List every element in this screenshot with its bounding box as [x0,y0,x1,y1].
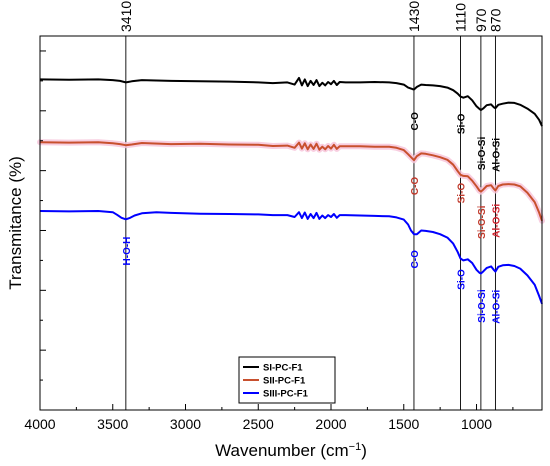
legend-box [238,356,336,404]
peak-position-label: 970 [473,8,489,32]
series-glow [37,139,545,224]
x-tick-label: 4000 [24,416,55,432]
band-annotation: Si-O-Si [477,289,488,323]
series-line-0 [39,76,543,127]
band-annotation: Al-O-Si [491,290,502,324]
band-annotation: C-O [410,177,421,196]
x-tick-label: 2000 [315,416,346,432]
x-tick-label: 2500 [243,416,274,432]
annotations: C-O Si-OSi-O-Si Al-O-SiC-O Si-OSi-O-Si Al-O-… [122,112,503,324]
band-annotation: C-O [410,250,421,269]
legend-label: SI-PC-F1 [263,363,303,374]
band-annotation: Si-O [457,183,468,204]
x-tick-label: 1500 [388,416,419,432]
peak-position-label: 870 [487,8,503,32]
x-axis-title-close: ) [361,441,367,460]
band-annotation: Si-O [457,269,468,290]
band-annotation: Si-O-Si [477,205,488,239]
plot-frame [39,35,543,411]
band-annotation: Al-O-Si [491,138,502,172]
peak-position-label: 1110 [453,3,469,32]
band-annotation: Si-O [457,113,468,134]
band-annotation: Al-O-Si [491,204,502,238]
x-axis-title-text: Wavenumber (cm [215,441,349,460]
x-tick-label: 3000 [170,416,201,432]
band-annotation: H-O-H [122,237,133,266]
legend: SI-PC-F1 SII-PC-F1 SIII-PC-F1 [238,356,336,404]
x-tick-label: 3500 [97,416,128,432]
y-axis [40,50,46,411]
band-annotation: Si-O-Si [477,137,488,171]
legend-label: SII-PC-F1 [263,376,306,387]
x-tick-label: 1000 [461,416,492,432]
legend-label: SIII-PC-F1 [263,389,309,400]
series-layer [37,76,545,305]
y-axis-title: Transmitance (%) [6,156,25,290]
peak-position-label: 1430 [406,1,422,32]
x-axis-title: Wavenumber (cm−1) [215,441,367,460]
series-line-2 [39,210,543,305]
band-annotation: C-O [410,112,421,131]
peak-position-label: 3410 [118,1,134,32]
x-axis: 4000 3500 3000 2500 2000 1500 1000 [24,404,514,432]
reference-lines [125,36,496,410]
series-line-1 [39,141,543,222]
x-axis-title-sup: −1 [349,441,362,453]
